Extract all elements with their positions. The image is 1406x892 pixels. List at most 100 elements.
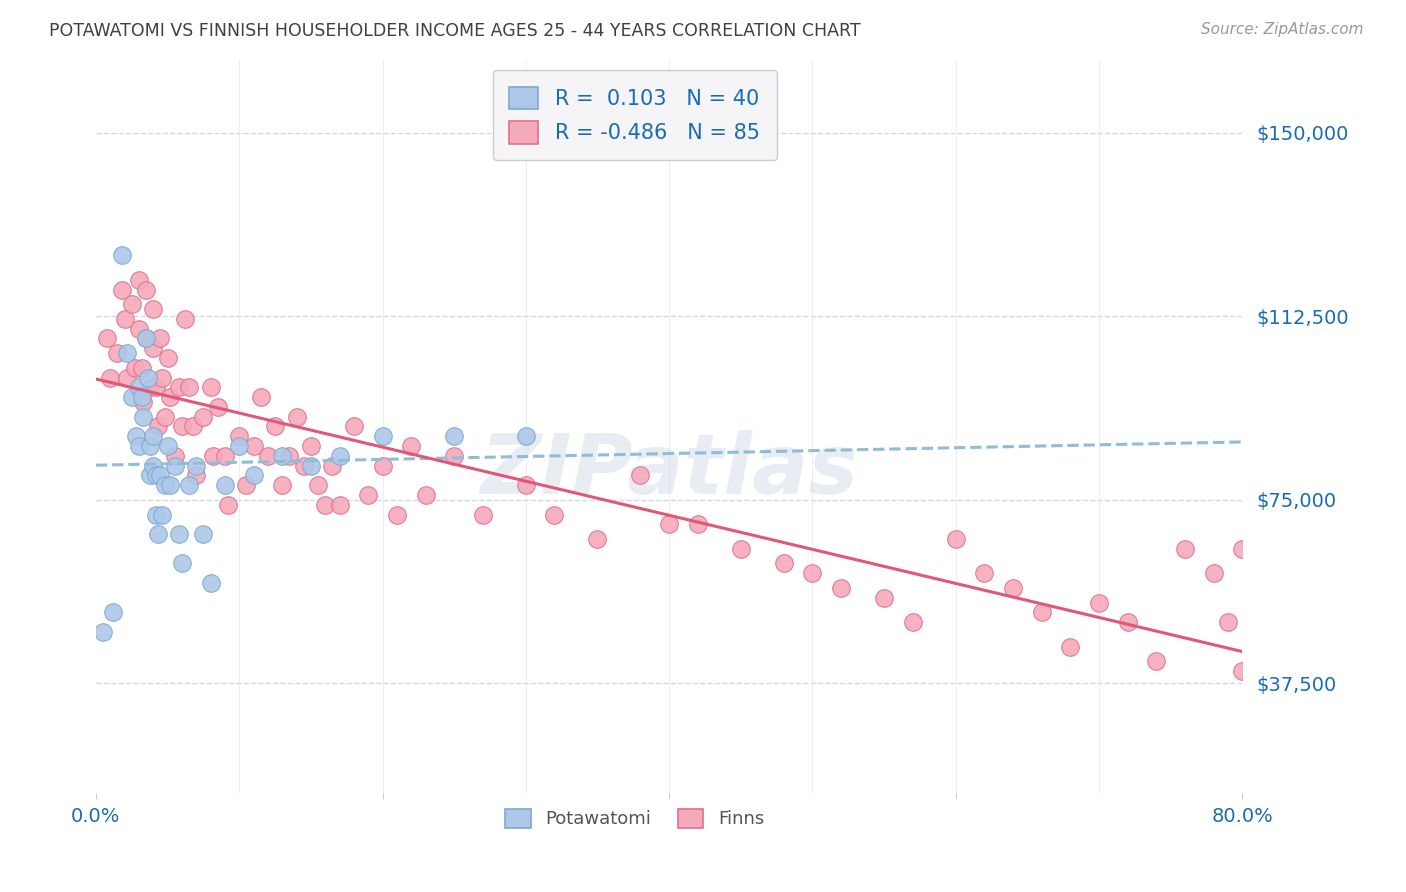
- Point: [149, 468, 172, 483]
- Point: [142, 301, 165, 316]
- Point: [285, 409, 308, 424]
- Point: [125, 429, 148, 443]
- Point: [730, 541, 752, 556]
- Point: [249, 390, 271, 404]
- Point: [385, 508, 408, 522]
- Point: [163, 449, 186, 463]
- Text: Source: ZipAtlas.com: Source: ZipAtlas.com: [1201, 22, 1364, 37]
- Point: [1088, 596, 1111, 610]
- Point: [121, 390, 143, 404]
- Point: [101, 605, 124, 619]
- Point: [515, 478, 537, 492]
- Point: [471, 508, 494, 522]
- Point: [214, 449, 236, 463]
- Point: [515, 429, 537, 443]
- Point: [186, 468, 208, 483]
- Point: [200, 380, 222, 394]
- Point: [96, 331, 118, 345]
- Point: [973, 566, 995, 581]
- Point: [307, 478, 329, 492]
- Point: [772, 557, 794, 571]
- Point: [543, 508, 565, 522]
- Point: [128, 439, 150, 453]
- Point: [117, 346, 139, 360]
- Point: [271, 478, 294, 492]
- Point: [146, 419, 169, 434]
- Point: [128, 380, 150, 394]
- Point: [146, 527, 169, 541]
- Point: [371, 458, 394, 473]
- Point: [153, 409, 176, 424]
- Point: [299, 458, 322, 473]
- Point: [371, 429, 394, 443]
- Point: [91, 624, 114, 639]
- Point: [139, 380, 162, 394]
- Point: [142, 341, 165, 355]
- Point: [1232, 541, 1254, 556]
- Point: [901, 615, 924, 629]
- Point: [128, 321, 150, 335]
- Point: [1216, 615, 1239, 629]
- Point: [321, 458, 343, 473]
- Point: [139, 439, 162, 453]
- Point: [1002, 581, 1025, 595]
- Point: [399, 439, 422, 453]
- Point: [242, 439, 264, 453]
- Point: [1174, 541, 1197, 556]
- Point: [278, 449, 301, 463]
- Point: [873, 591, 896, 605]
- Point: [124, 360, 146, 375]
- Point: [135, 283, 157, 297]
- Point: [167, 527, 190, 541]
- Point: [228, 429, 250, 443]
- Point: [107, 346, 129, 360]
- Point: [415, 488, 437, 502]
- Text: POTAWATOMI VS FINNISH HOUSEHOLDER INCOME AGES 25 - 44 YEARS CORRELATION CHART: POTAWATOMI VS FINNISH HOUSEHOLDER INCOME…: [49, 22, 860, 40]
- Point: [149, 331, 172, 345]
- Point: [177, 478, 200, 492]
- Point: [314, 498, 336, 512]
- Point: [135, 331, 157, 345]
- Point: [128, 273, 150, 287]
- Point: [159, 478, 181, 492]
- Point: [830, 581, 852, 595]
- Point: [217, 498, 239, 512]
- Point: [328, 498, 350, 512]
- Y-axis label: Householder Income Ages 25 - 44 years: Householder Income Ages 25 - 44 years: [0, 260, 8, 592]
- Point: [183, 419, 205, 434]
- Point: [193, 527, 215, 541]
- Point: [153, 478, 176, 492]
- Point: [1202, 566, 1225, 581]
- Point: [142, 458, 165, 473]
- Point: [177, 380, 200, 394]
- Point: [242, 468, 264, 483]
- Point: [202, 449, 225, 463]
- Point: [98, 370, 121, 384]
- Point: [228, 439, 250, 453]
- Point: [207, 400, 229, 414]
- Point: [150, 508, 173, 522]
- Point: [357, 488, 380, 502]
- Point: [945, 532, 967, 546]
- Point: [142, 429, 165, 443]
- Point: [159, 390, 181, 404]
- Point: [132, 395, 155, 409]
- Point: [1116, 615, 1139, 629]
- Point: [145, 380, 167, 394]
- Point: [801, 566, 824, 581]
- Point: [145, 468, 167, 483]
- Point: [117, 370, 139, 384]
- Point: [111, 248, 134, 262]
- Point: [170, 419, 193, 434]
- Point: [131, 360, 153, 375]
- Point: [170, 557, 193, 571]
- Point: [150, 370, 173, 384]
- Point: [443, 429, 465, 443]
- Legend: Potawatomi, Finns: Potawatomi, Finns: [498, 801, 772, 836]
- Point: [658, 517, 681, 532]
- Point: [292, 458, 315, 473]
- Point: [156, 439, 179, 453]
- Text: ZIPatlas: ZIPatlas: [481, 430, 858, 511]
- Point: [271, 449, 294, 463]
- Point: [343, 419, 366, 434]
